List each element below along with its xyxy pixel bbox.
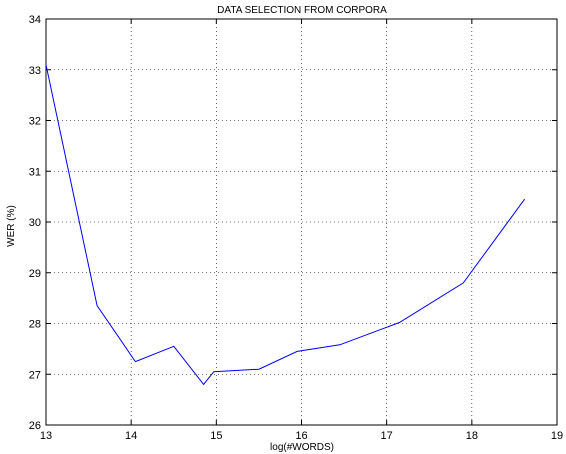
x-tick-label: 19 [551, 430, 563, 442]
x-tick-label: 17 [381, 430, 393, 442]
y-tick-label: 31 [29, 166, 41, 178]
y-tick-label: 28 [29, 319, 41, 331]
y-tick-label: 26 [29, 420, 41, 432]
series-layer [45, 64, 526, 386]
axis-ticks [45, 18, 558, 426]
grid-lines [46, 19, 557, 425]
y-axis-label: WER (%) [6, 205, 17, 247]
x-tick-label: 14 [125, 430, 137, 442]
series-line-1 [45, 64, 526, 386]
chart-title: DATA SELECTION FROM CORPORA [217, 5, 387, 16]
y-axis-tick-labels: 26 27 28 29 30 31 32 33 34 [29, 14, 41, 432]
y-tick-label: 34 [29, 14, 41, 26]
x-tick-label: 18 [466, 430, 478, 442]
x-axis-label: log(#WORDS) [270, 442, 334, 453]
y-tick-label: 32 [29, 116, 41, 128]
y-tick-label: 27 [29, 369, 41, 381]
x-axis-tick-labels: 13 14 15 16 17 18 19 [40, 430, 563, 442]
x-tick-label: 15 [210, 430, 222, 442]
y-tick-label: 29 [29, 268, 41, 280]
y-tick-label: 33 [29, 65, 41, 77]
x-tick-label: 16 [295, 430, 307, 442]
y-tick-label: 30 [29, 217, 41, 229]
x-tick-label: 13 [40, 430, 52, 442]
